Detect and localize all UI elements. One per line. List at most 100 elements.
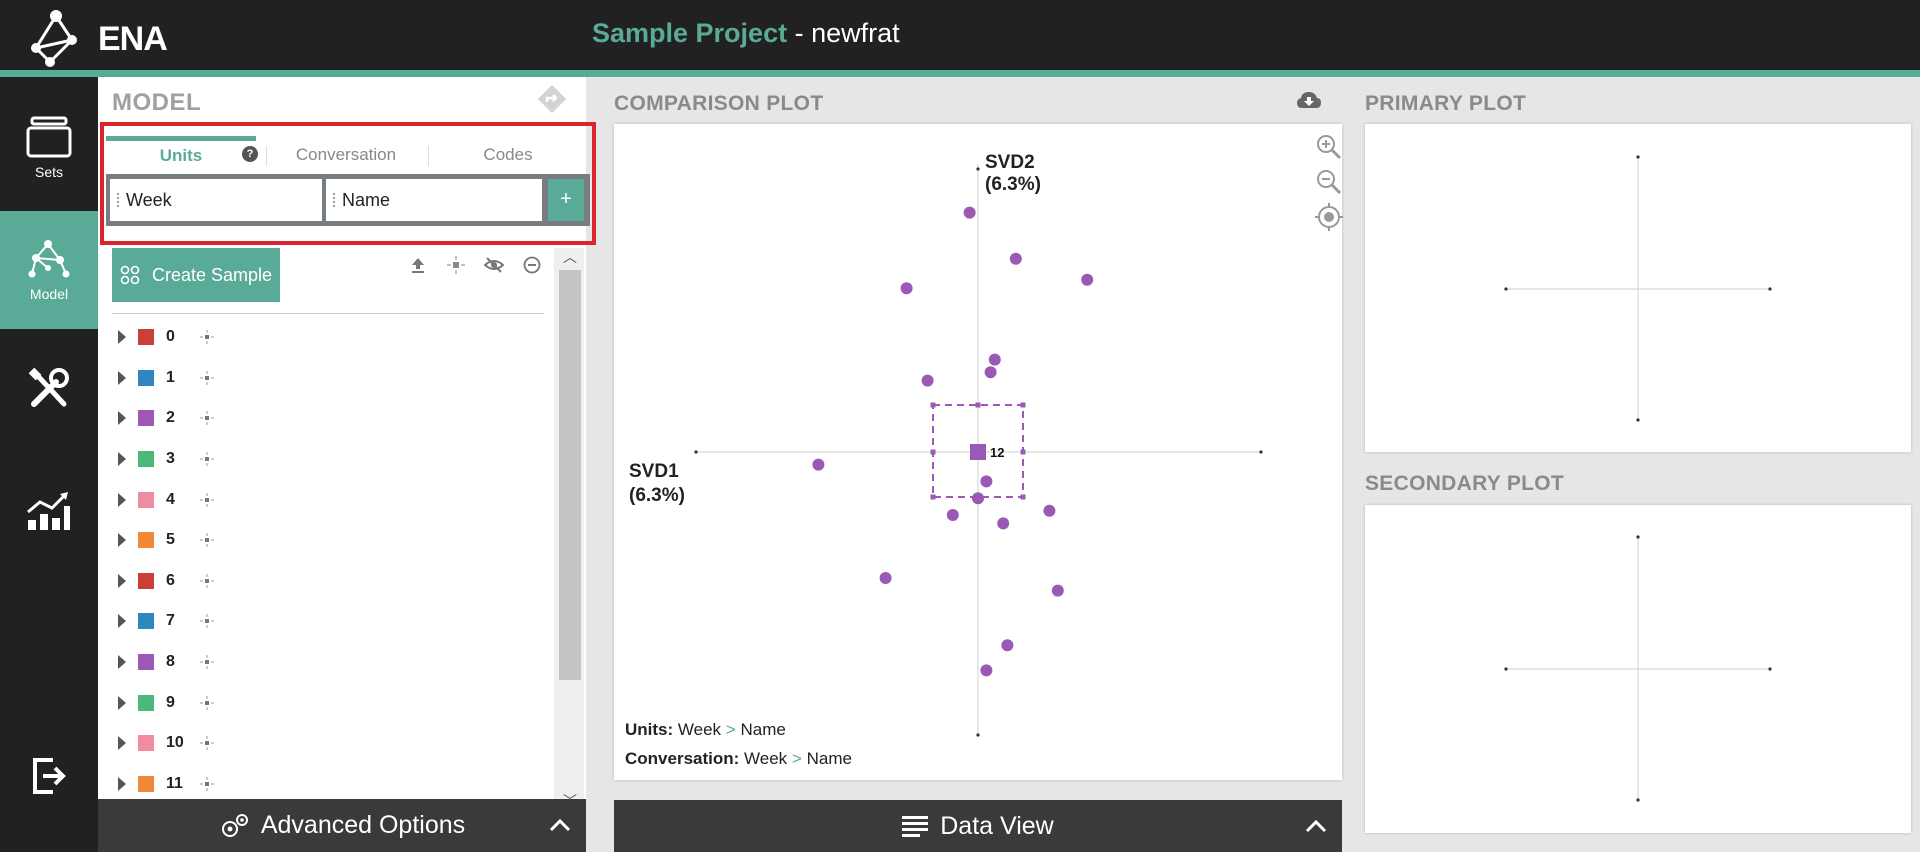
expand-caret-icon[interactable] (118, 492, 126, 507)
expand-caret-icon[interactable] (118, 573, 126, 588)
download-cloud-icon[interactable] (1296, 90, 1322, 112)
secondary-plot-canvas[interactable] (1365, 505, 1911, 833)
sample-row[interactable]: 10 (112, 723, 544, 764)
expand-caret-icon[interactable] (118, 655, 126, 670)
zoom-in-icon[interactable] (1314, 132, 1344, 162)
drag-handle-icon[interactable] (116, 192, 120, 208)
unit-point[interactable] (921, 374, 934, 387)
chevron-up-icon[interactable] (548, 813, 572, 837)
sample-row[interactable]: 6 (112, 561, 544, 602)
unit-point[interactable] (812, 458, 825, 471)
center-icon[interactable] (200, 533, 214, 548)
nav-item-model[interactable]: Model (0, 211, 98, 329)
expand-caret-icon[interactable] (118, 452, 126, 467)
color-swatch[interactable] (138, 572, 154, 589)
nav-item-sets[interactable]: Sets (0, 89, 98, 207)
color-swatch[interactable] (138, 329, 154, 346)
eye-off-icon[interactable] (484, 255, 504, 275)
primary-plot-canvas[interactable] (1365, 124, 1911, 452)
unit-point[interactable] (879, 572, 892, 584)
advanced-options-bar[interactable]: Advanced Options (98, 799, 586, 852)
expand-caret-icon[interactable] (118, 370, 126, 385)
expand-caret-icon[interactable] (118, 776, 126, 791)
scroll-thumb[interactable] (559, 270, 581, 680)
create-sample-button[interactable]: Create Sample (112, 248, 280, 302)
unit-point[interactable] (980, 664, 993, 677)
unit-point[interactable] (946, 509, 959, 521)
nav-item-tools[interactable] (0, 333, 98, 451)
sample-row[interactable]: 4 (112, 479, 544, 520)
sample-row[interactable]: 1 (112, 358, 544, 399)
secondary-plot[interactable] (1365, 505, 1911, 833)
unit-point[interactable] (980, 475, 993, 488)
unit-point[interactable] (1001, 639, 1014, 652)
color-swatch[interactable] (138, 775, 154, 792)
center-icon[interactable] (200, 370, 214, 385)
unit-point[interactable] (984, 366, 997, 379)
unit-point[interactable] (1043, 504, 1056, 517)
unit-chip-name[interactable]: Name (326, 179, 542, 221)
add-unit-button[interactable]: + (548, 179, 584, 221)
sample-row[interactable]: 8 (112, 642, 544, 683)
expand-caret-icon[interactable] (118, 330, 126, 345)
expand-caret-icon[interactable] (118, 411, 126, 426)
primary-plot[interactable] (1365, 124, 1911, 452)
expand-caret-icon[interactable] (118, 695, 126, 710)
center-icon[interactable] (200, 614, 214, 629)
data-view-bar[interactable]: Data View (614, 800, 1342, 852)
color-swatch[interactable] (138, 735, 154, 752)
help-icon[interactable]: ? (242, 146, 258, 162)
unit-point[interactable] (988, 353, 1001, 366)
unit-point[interactable] (1051, 584, 1064, 597)
unit-point[interactable] (963, 206, 976, 219)
share-icon[interactable] (536, 83, 568, 115)
color-swatch[interactable] (138, 654, 154, 671)
recenter-icon[interactable] (1314, 202, 1344, 232)
color-swatch[interactable] (138, 613, 154, 630)
nav-item-exit[interactable] (0, 729, 98, 829)
sample-row[interactable]: 5 (112, 520, 544, 561)
scroll-up-icon[interactable]: ︿ (563, 249, 577, 265)
upload-icon[interactable] (408, 255, 428, 275)
sample-row[interactable]: 0 (112, 317, 544, 358)
mean-marker[interactable] (970, 444, 986, 460)
color-swatch[interactable] (138, 532, 154, 549)
center-icon[interactable] (200, 695, 214, 710)
color-swatch[interactable] (138, 369, 154, 386)
center-icon[interactable] (200, 776, 214, 791)
nav-item-charts[interactable] (0, 455, 98, 573)
center-icon[interactable] (200, 736, 214, 751)
unit-point[interactable] (1009, 252, 1022, 265)
drag-handle-icon[interactable] (332, 192, 336, 208)
center-icon[interactable] (200, 573, 214, 588)
sample-row[interactable]: 9 (112, 682, 544, 723)
color-swatch[interactable] (138, 491, 154, 508)
remove-icon[interactable] (522, 255, 542, 275)
comparison-plot[interactable]: 12 SVD2 (6.3%) SVD1 (6.3%) Units (614, 124, 1344, 780)
center-icon[interactable] (200, 655, 214, 670)
expand-caret-icon[interactable] (118, 533, 126, 548)
tab-conversation[interactable]: Conversation (266, 136, 426, 171)
center-icon[interactable] (200, 452, 214, 467)
center-icon[interactable] (200, 411, 214, 426)
unit-point[interactable] (1081, 273, 1094, 286)
expand-caret-icon[interactable] (118, 736, 126, 751)
tab-codes[interactable]: Codes (428, 136, 588, 171)
sample-row[interactable]: 2 (112, 398, 544, 439)
sample-row[interactable]: 11 (112, 764, 544, 805)
sample-list-scrollbar[interactable]: ︿ ﹀ (554, 248, 584, 808)
color-swatch[interactable] (138, 451, 154, 468)
sample-row[interactable]: 3 (112, 439, 544, 480)
zoom-out-icon[interactable] (1314, 167, 1344, 197)
center-icon[interactable] (200, 330, 214, 345)
unit-chip-week[interactable]: Week (110, 179, 322, 221)
unit-point[interactable] (997, 517, 1010, 530)
chevron-up-icon[interactable] (1304, 814, 1328, 838)
center-icon[interactable] (200, 492, 214, 507)
center-icon[interactable] (446, 255, 466, 275)
tab-units[interactable]: Units (106, 136, 256, 171)
unit-point[interactable] (900, 282, 913, 295)
color-swatch[interactable] (138, 410, 154, 427)
expand-caret-icon[interactable] (118, 614, 126, 629)
sample-row[interactable]: 7 (112, 601, 544, 642)
